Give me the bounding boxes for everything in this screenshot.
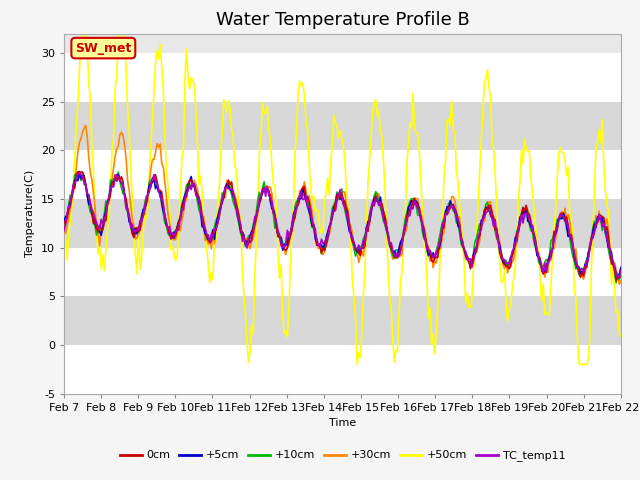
+5cm bbox=[76, 168, 83, 174]
+30cm bbox=[255, 202, 263, 207]
+5cm bbox=[617, 264, 625, 270]
+30cm bbox=[588, 240, 595, 246]
0cm bbox=[305, 199, 313, 204]
TC_temp11 bbox=[228, 186, 236, 192]
Y-axis label: Temperature(C): Temperature(C) bbox=[26, 170, 35, 257]
TC_temp11 bbox=[305, 204, 313, 209]
TC_temp11 bbox=[60, 228, 68, 234]
+10cm bbox=[617, 272, 625, 277]
+50cm bbox=[60, 246, 68, 252]
+5cm bbox=[255, 200, 263, 206]
+30cm bbox=[60, 230, 68, 236]
X-axis label: Time: Time bbox=[329, 418, 356, 428]
TC_temp11 bbox=[614, 275, 621, 280]
Bar bbox=[64, 102, 621, 150]
TC_temp11 bbox=[588, 238, 595, 243]
Line: +10cm: +10cm bbox=[64, 172, 621, 283]
+30cm bbox=[82, 122, 90, 128]
Line: +50cm: +50cm bbox=[64, 34, 621, 364]
0cm bbox=[228, 180, 236, 185]
+50cm bbox=[255, 150, 263, 156]
+30cm bbox=[130, 222, 138, 228]
+10cm bbox=[60, 226, 68, 232]
TC_temp11 bbox=[617, 268, 625, 274]
TC_temp11 bbox=[130, 229, 138, 235]
+10cm bbox=[228, 192, 236, 197]
0cm bbox=[617, 274, 625, 280]
+10cm bbox=[588, 235, 595, 240]
0cm bbox=[255, 199, 263, 204]
+5cm bbox=[228, 187, 236, 193]
Bar bbox=[64, 199, 621, 248]
+30cm bbox=[305, 192, 313, 198]
+5cm bbox=[246, 232, 254, 238]
TC_temp11 bbox=[246, 236, 254, 241]
0cm bbox=[130, 235, 138, 240]
+10cm bbox=[305, 206, 313, 212]
+10cm bbox=[612, 280, 620, 286]
Bar bbox=[64, 150, 621, 199]
0cm bbox=[74, 169, 82, 175]
+10cm bbox=[115, 169, 122, 175]
+30cm bbox=[617, 278, 625, 284]
+5cm bbox=[588, 238, 595, 243]
Line: TC_temp11: TC_temp11 bbox=[64, 173, 621, 277]
+50cm bbox=[589, 228, 596, 234]
Bar bbox=[64, 345, 621, 394]
+30cm bbox=[616, 281, 623, 287]
+50cm bbox=[246, 348, 254, 353]
+10cm bbox=[130, 228, 138, 233]
+10cm bbox=[255, 190, 263, 195]
+5cm bbox=[614, 276, 621, 281]
TC_temp11 bbox=[255, 196, 263, 202]
+50cm bbox=[130, 232, 138, 238]
+10cm bbox=[246, 233, 254, 239]
0cm bbox=[60, 218, 68, 224]
Bar bbox=[64, 53, 621, 102]
Bar bbox=[64, 296, 621, 345]
Line: +30cm: +30cm bbox=[64, 125, 621, 284]
+5cm bbox=[60, 218, 68, 224]
Line: +5cm: +5cm bbox=[64, 171, 621, 278]
+30cm bbox=[246, 246, 254, 252]
+50cm bbox=[305, 157, 313, 163]
0cm bbox=[612, 278, 620, 284]
Text: SW_met: SW_met bbox=[75, 42, 131, 55]
0cm bbox=[246, 240, 254, 245]
+50cm bbox=[353, 361, 361, 367]
+5cm bbox=[130, 233, 138, 239]
+5cm bbox=[305, 208, 313, 214]
+30cm bbox=[228, 179, 236, 184]
+50cm bbox=[228, 126, 236, 132]
0cm bbox=[588, 234, 595, 240]
Legend: 0cm, +5cm, +10cm, +30cm, +50cm, TC_temp11: 0cm, +5cm, +10cm, +30cm, +50cm, TC_temp1… bbox=[115, 446, 570, 466]
Bar bbox=[64, 248, 621, 296]
Title: Water Temperature Profile B: Water Temperature Profile B bbox=[216, 11, 469, 29]
+50cm bbox=[617, 334, 625, 339]
Line: 0cm: 0cm bbox=[64, 172, 621, 281]
TC_temp11 bbox=[76, 170, 83, 176]
+50cm bbox=[79, 31, 86, 36]
